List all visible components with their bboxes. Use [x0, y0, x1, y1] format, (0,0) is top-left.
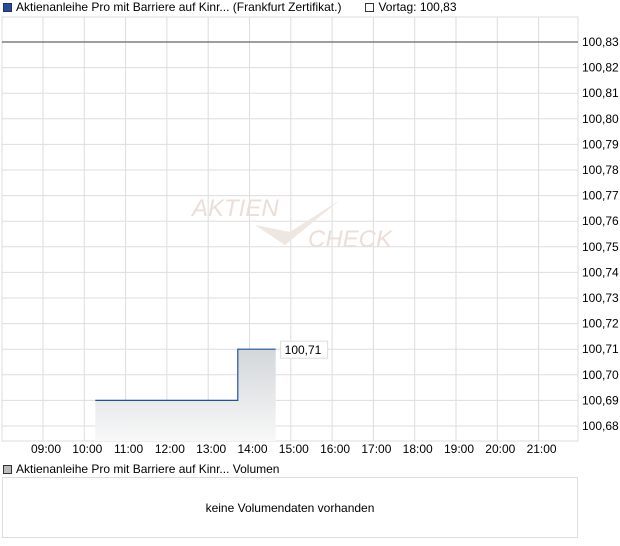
prev-close-legend-label: Vortag: 100,83	[378, 0, 457, 14]
x-tick-label: 17:00	[361, 442, 391, 456]
volume-legend: Aktienanleihe Pro mit Barriere auf Kinr.…	[3, 462, 279, 476]
series-area	[95, 349, 276, 441]
y-tick-label: 100,80	[582, 112, 619, 126]
y-tick-label: 100,73	[582, 291, 619, 305]
x-tick-label: 13:00	[196, 442, 226, 456]
y-tick-label: 100,83	[582, 35, 619, 49]
x-tick-label: 10:00	[72, 442, 102, 456]
series-swatch	[3, 2, 12, 12]
volume-panel: keine Volumendaten vorhanden	[2, 477, 578, 538]
price-chart: AKTIEN CHECK 100,71 09:00 10:00 11:00 12:00…	[1, 16, 619, 456]
x-tick-label: 18:00	[403, 442, 433, 456]
y-tick-label: 100,82	[582, 61, 619, 75]
watermark-check: CHECK	[308, 226, 393, 253]
prev-close-swatch	[365, 2, 375, 12]
x-tick-label: 14:00	[237, 442, 267, 456]
watermark-aktien: AKTIEN	[190, 195, 279, 222]
last-value-label: 100,71	[285, 343, 322, 357]
x-tick-label: 19:00	[444, 442, 474, 456]
plot-area	[1, 16, 579, 442]
series-legend-label: Aktienanleihe Pro mit Barriere auf Kinr.…	[16, 0, 342, 14]
x-tick-label: 09:00	[31, 442, 61, 456]
y-tick-label: 100,68	[582, 419, 619, 433]
price-legend: Aktienanleihe Pro mit Barriere auf Kinr.…	[3, 0, 457, 14]
y-tick-label: 100,76	[582, 214, 619, 228]
x-tick-label: 21:00	[527, 442, 557, 456]
volume-empty-text: keine Volumendaten vorhanden	[205, 500, 375, 515]
y-tick-label: 100,78	[582, 163, 619, 177]
y-tick-label: 100,75	[582, 240, 619, 254]
x-tick-label: 11:00	[114, 442, 143, 456]
watermark: AKTIEN CHECK	[190, 195, 393, 253]
last-value-box	[280, 340, 329, 359]
y-tick-label: 100,70	[582, 368, 619, 382]
y-tick-label: 100,77	[582, 189, 619, 203]
x-tick-label: 12:00	[155, 442, 185, 456]
x-tick-label: 15:00	[279, 442, 309, 456]
y-tick-label: 100,72	[582, 317, 619, 331]
series-line	[95, 348, 276, 401]
y-tick-label: 100,71	[582, 342, 619, 356]
y-tick-label: 100,74	[582, 265, 619, 279]
y-tick-label: 100,79	[582, 137, 619, 151]
x-tick-label: 20:00	[485, 442, 515, 456]
checkmark-icon	[255, 200, 340, 245]
volume-swatch	[3, 464, 12, 474]
y-tick-label: 100,81	[582, 86, 619, 100]
volume-legend-label: Aktienanleihe Pro mit Barriere auf Kinr.…	[16, 462, 280, 476]
x-tick-label: 16:00	[320, 442, 350, 456]
y-tick-label: 100,69	[582, 393, 619, 407]
